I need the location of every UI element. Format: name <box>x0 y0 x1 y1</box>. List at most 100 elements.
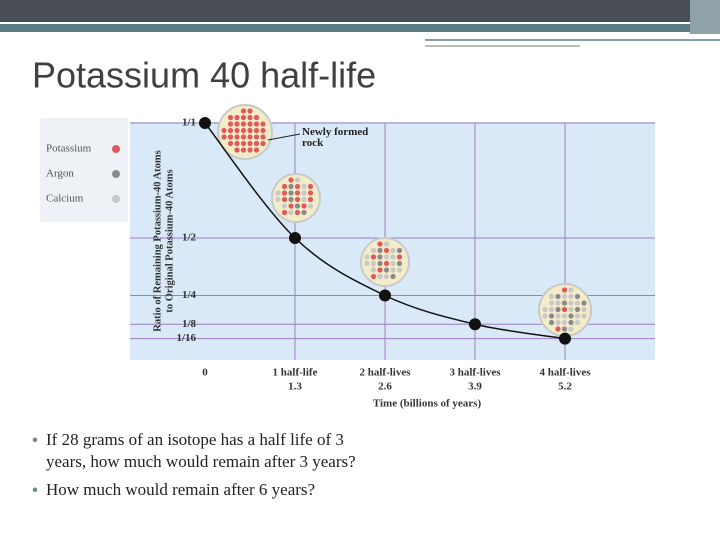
atom <box>240 140 247 147</box>
atom <box>227 134 234 140</box>
atom <box>301 183 307 190</box>
atom <box>390 273 396 280</box>
data-point <box>559 332 571 345</box>
atom <box>234 114 240 121</box>
atom <box>240 114 247 121</box>
atom <box>555 326 561 332</box>
data-point <box>379 289 391 302</box>
atom <box>288 183 294 190</box>
atom <box>548 300 555 306</box>
atom <box>396 267 403 273</box>
atom <box>227 114 234 121</box>
atom <box>574 313 581 319</box>
atom <box>561 319 568 326</box>
atom <box>555 300 561 306</box>
atom <box>568 326 574 332</box>
atom <box>294 203 301 209</box>
atom <box>581 313 587 319</box>
atom <box>307 183 314 190</box>
x-tick-label: 0 <box>202 367 208 379</box>
atom <box>301 203 307 209</box>
atom <box>364 260 370 267</box>
atom <box>253 127 260 134</box>
legend-label: Potassium <box>46 143 92 155</box>
atom <box>247 121 253 127</box>
atom <box>301 196 307 203</box>
atom <box>364 254 370 260</box>
atom <box>260 140 266 147</box>
atom <box>383 247 390 254</box>
atom <box>240 127 247 134</box>
legend-swatch <box>112 145 120 153</box>
annotation-pointer <box>267 133 301 141</box>
atom <box>548 313 555 319</box>
atom <box>396 247 403 254</box>
atom <box>396 254 403 260</box>
atom <box>377 241 383 247</box>
atom <box>377 254 383 260</box>
atom <box>221 134 227 140</box>
atom <box>383 260 390 267</box>
atom <box>240 121 247 127</box>
atom <box>221 127 227 134</box>
slide-title: Potassium 40 half-life <box>32 55 376 96</box>
atom <box>568 306 574 313</box>
x-tick-value: 3.9 <box>468 381 482 393</box>
atom <box>253 114 260 121</box>
atom <box>568 313 574 319</box>
decay-curve <box>204 122 566 340</box>
atom <box>390 247 396 254</box>
atom <box>247 140 253 147</box>
atom <box>288 209 294 216</box>
legend-box <box>40 118 128 222</box>
atom <box>574 319 581 326</box>
y-tick-label: 1/8 <box>182 318 197 330</box>
atom <box>281 183 288 190</box>
corner-block <box>690 0 720 34</box>
x-tick-label: 2 half-lives <box>359 367 411 379</box>
atom <box>294 177 301 183</box>
atom <box>542 313 548 319</box>
data-point <box>469 318 481 331</box>
atom <box>561 313 568 319</box>
atom <box>281 203 288 209</box>
atom <box>383 273 390 280</box>
data-point <box>199 117 211 129</box>
atom <box>561 293 568 300</box>
atom <box>555 306 561 313</box>
atom <box>301 190 307 196</box>
atom <box>581 300 587 306</box>
data-point <box>289 232 301 244</box>
atom <box>383 254 390 260</box>
atom <box>390 260 396 267</box>
atom <box>568 287 574 293</box>
atom <box>247 114 253 121</box>
atom <box>253 121 260 127</box>
atom <box>288 203 294 209</box>
atom <box>294 196 301 203</box>
atom <box>281 190 288 196</box>
atom <box>288 196 294 203</box>
atom <box>275 196 281 203</box>
y-tick-label: 1/2 <box>182 232 197 244</box>
atom <box>561 300 568 306</box>
x-tick-value: 5.2 <box>558 381 572 393</box>
atom <box>260 127 266 134</box>
atom <box>234 134 240 140</box>
bullet: How much would remain after 6 years? <box>46 480 315 499</box>
atom <box>548 319 555 326</box>
atom <box>227 140 234 147</box>
atom <box>568 300 574 306</box>
atom <box>288 190 294 196</box>
atom <box>234 127 240 134</box>
atom <box>370 260 377 267</box>
atom <box>390 267 396 273</box>
atom <box>307 203 314 209</box>
atom <box>370 247 377 254</box>
atom <box>234 121 240 127</box>
atom <box>396 260 403 267</box>
atom <box>377 247 383 254</box>
atom <box>260 134 266 140</box>
